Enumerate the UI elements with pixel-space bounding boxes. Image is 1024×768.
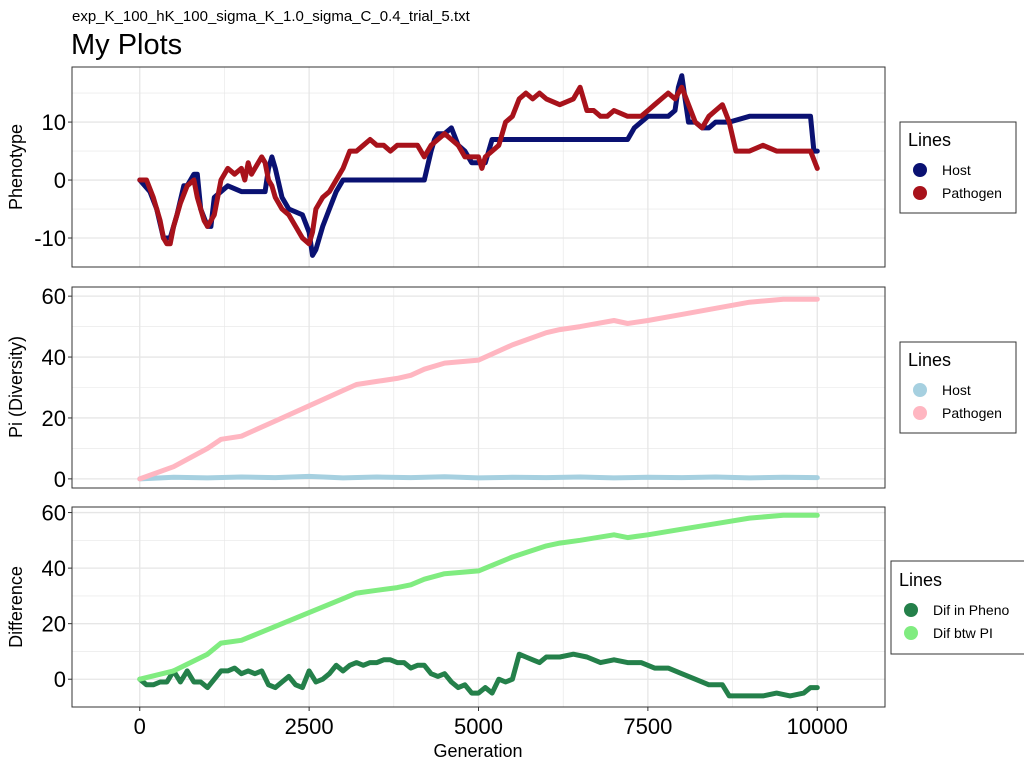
- chart-title: My Plots: [71, 29, 182, 61]
- y-tick-label: 20: [42, 406, 66, 431]
- y-axis-label: Pi (Diversity): [6, 336, 26, 438]
- panel-phenotype: -10 0 10 Phenotype Lines Host Pathogen: [6, 66, 1017, 268]
- x-tick-label: 2500: [285, 714, 334, 739]
- y-axis-label: Difference: [6, 566, 26, 648]
- legend-title: Lines: [908, 130, 951, 150]
- legend-key-pathogen: [913, 186, 927, 200]
- panel-difference: 0 20 40 60 Difference Lines Dif in Pheno Di…: [6, 501, 1024, 708]
- legend-key-dif-in-pheno: [904, 603, 918, 617]
- series-line-dif-in-pheno: [137, 651, 820, 699]
- panel-diversity: 0 20 40 60 Pi (Diversity) Lines Host Pathog…: [6, 284, 1017, 492]
- x-tick-label: 7500: [623, 714, 672, 739]
- legend-label-dif-btw-pi: Dif btw PI: [933, 625, 993, 641]
- y-tick-label: 60: [42, 501, 66, 526]
- legend-key-host: [913, 383, 927, 397]
- legend-key-pathogen: [913, 406, 927, 420]
- y-axis-label: Phenotype: [6, 124, 26, 210]
- series-line-pathogen: [137, 84, 820, 247]
- series-line-host: [137, 473, 820, 482]
- panel-border: [71, 286, 886, 489]
- y-tick-label: 0: [54, 168, 66, 193]
- y-tick-label: 0: [54, 467, 66, 492]
- y-tick-label: 10: [42, 110, 66, 135]
- panel-border: [71, 66, 886, 268]
- legend: Lines Host Pathogen: [899, 341, 1017, 434]
- legend-title: Lines: [908, 350, 951, 370]
- legend-title: Lines: [899, 570, 942, 590]
- y-tick-label: 40: [42, 345, 66, 370]
- y-tick-label: 20: [42, 612, 66, 637]
- legend-key-dif-btw-pi: [904, 626, 918, 640]
- legend: Lines Dif in Pheno Dif btw PI: [890, 560, 1024, 655]
- x-tick-label: 0: [134, 714, 146, 739]
- legend-label-pathogen: Pathogen: [942, 405, 1002, 421]
- legend-label-host: Host: [942, 162, 971, 178]
- legend-key-host: [913, 163, 927, 177]
- legend-label-pathogen: Pathogen: [942, 185, 1002, 201]
- x-axis-label: Generation: [433, 741, 522, 761]
- y-tick-label: 0: [54, 667, 66, 692]
- series-line-dif-btw-pi: [137, 512, 820, 682]
- y-tick-label: -10: [34, 226, 66, 251]
- chart-subtitle: exp_K_100_hK_100_sigma_K_1.0_sigma_C_0.4…: [72, 8, 471, 25]
- y-tick-label: 60: [42, 284, 66, 309]
- legend-label-host: Host: [942, 382, 971, 398]
- x-tick-label: 10000: [787, 714, 848, 739]
- legend: Lines Host Pathogen: [899, 121, 1017, 214]
- x-tick-label: 5000: [454, 714, 503, 739]
- legend-label-dif-in-pheno: Dif in Pheno: [933, 602, 1009, 618]
- series-line-pathogen: [137, 296, 820, 482]
- y-tick-label: 40: [42, 556, 66, 581]
